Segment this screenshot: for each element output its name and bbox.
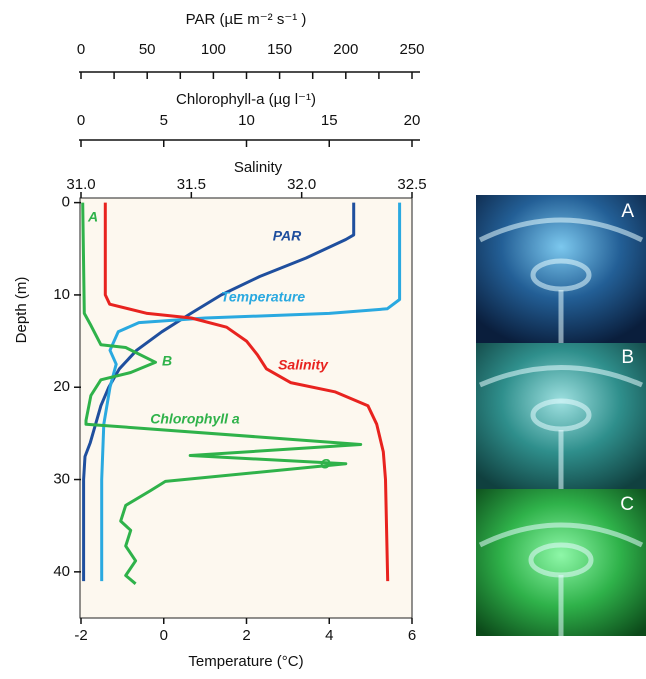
tick-label: 31.5 [177, 176, 206, 193]
plot-area [80, 198, 412, 618]
tick-label: 150 [267, 41, 292, 58]
y-tick-label: 10 [53, 286, 70, 303]
tick-label: 15 [321, 112, 338, 129]
photo-label: B [621, 347, 634, 368]
salinity-axis-title: Salinity [234, 159, 283, 176]
annotation: PAR [273, 228, 302, 244]
annotation: A [87, 209, 98, 225]
figure: Depth (m) Temperature (°C) Salinity Chlo… [0, 0, 646, 674]
tick-label: 250 [399, 41, 424, 58]
annotation: Chlorophyll a [150, 411, 240, 427]
tick-label: 32.0 [287, 176, 316, 193]
tick-label: 100 [201, 41, 226, 58]
y-tick-label: 40 [53, 563, 70, 580]
photo-panel [476, 195, 646, 636]
photo-label: C [620, 494, 634, 515]
tick-label: 2 [242, 627, 250, 644]
annotation: Temperature [221, 289, 306, 305]
tick-label: 0 [160, 627, 168, 644]
tick-label: 32.5 [397, 176, 426, 193]
annotation: C [320, 456, 331, 472]
tick-label: 50 [139, 41, 156, 58]
y-axis-title: Depth (m) [13, 277, 30, 344]
tick-label: 0 [77, 112, 85, 129]
annotation: B [162, 353, 172, 369]
tick-label: 0 [77, 41, 85, 58]
y-tick-label: 30 [53, 471, 70, 488]
y-tick-label: 0 [62, 194, 70, 211]
tick-label: 6 [408, 627, 416, 644]
tick-label: 20 [404, 112, 421, 129]
tick-label: 5 [160, 112, 168, 129]
chlorophyll-axis-title: Chlorophyll-a (µg l⁻¹) [176, 91, 316, 108]
tick-label: 31.0 [66, 176, 95, 193]
par-axis-title: PAR (µE m⁻² s⁻¹ ) [186, 11, 307, 28]
annotation: Salinity [278, 357, 329, 373]
y-tick-label: 20 [53, 378, 70, 395]
photo-label: A [621, 201, 634, 222]
tick-label: -2 [74, 627, 87, 644]
x-axis-title: Temperature (°C) [188, 653, 303, 670]
tick-label: 4 [325, 627, 333, 644]
tick-label: 200 [333, 41, 358, 58]
tick-label: 10 [238, 112, 255, 129]
